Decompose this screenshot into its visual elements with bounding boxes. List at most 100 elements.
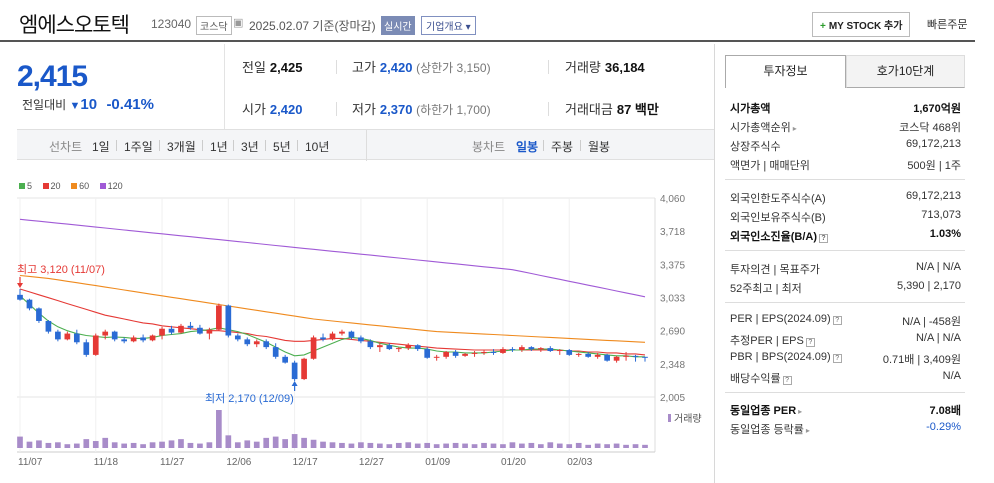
period-3m[interactable]: 3개월 — [167, 140, 196, 154]
stock-header: 엠에스오토텍 123040 코스닥 ▣ 2025.02.07 기준(장마감) 실… — [0, 0, 975, 42]
invest-label: 추정PER | EPS? — [730, 332, 815, 348]
volume-bar — [481, 442, 487, 448]
period-5y[interactable]: 5년 — [273, 140, 291, 154]
candle-body — [339, 331, 345, 334]
tab-quote-10[interactable]: 호가10단계 — [846, 55, 965, 88]
chevron-right-icon[interactable]: ▸ — [805, 426, 810, 435]
lower-limit: (하한가 1,700) — [416, 103, 491, 117]
volume-bar — [310, 439, 317, 448]
ma20-line — [19, 288, 646, 356]
volume-bar — [140, 444, 146, 448]
volume-bar — [102, 437, 109, 448]
x-tick-label: 11/07 — [18, 457, 43, 468]
stock-code: 123040 — [151, 17, 192, 31]
volume-bar — [36, 440, 42, 448]
invest-section: 투자의견 | 목표주가 N/A | N/A 52주최고 | 최저 5,390 | 2,… — [725, 251, 965, 303]
low-arrow-head — [291, 381, 298, 386]
stock-name: 엠에스오토텍 — [19, 14, 130, 37]
low: 저가 2,370 (하한가 1,700) — [352, 99, 491, 118]
help-icon[interactable]: ? — [832, 316, 842, 325]
x-tick-label: 12/06 — [226, 457, 251, 468]
volume-bar — [17, 436, 23, 448]
help-icon[interactable]: ? — [805, 338, 815, 347]
low-value: 2,370 — [379, 102, 413, 117]
realtime-button[interactable]: 실시간 — [381, 16, 415, 35]
candle-body — [216, 305, 222, 330]
base-date: 2025.02.07 기준(장마감) — [249, 19, 376, 33]
candle-body — [509, 349, 516, 351]
invest-value: N/A | N/A — [915, 261, 961, 273]
candle-body — [291, 362, 298, 380]
volume-bar — [339, 442, 345, 448]
x-tick-label: 11/18 — [94, 457, 119, 468]
ma60-line — [19, 274, 646, 343]
upper-limit: (상한가 3,150) — [416, 61, 491, 75]
quick-order-link[interactable]: 빠른주문 — [927, 19, 968, 31]
volume-bar — [471, 444, 478, 448]
candle-body — [433, 356, 440, 358]
invest-row: PBR | BPS(2024.09)? 0.71배 | 3,409원 — [725, 348, 965, 367]
candle-body — [73, 333, 80, 343]
volume-bar — [244, 440, 251, 448]
volume-bar — [613, 443, 620, 448]
volume-bar — [45, 442, 52, 448]
candle-body — [594, 354, 601, 357]
y-tick-label: 2,348 — [660, 360, 685, 371]
candle-monthly[interactable]: 월봉 — [588, 140, 611, 154]
help-icon[interactable]: ? — [819, 234, 828, 243]
volume: 거래량 36,184 — [565, 57, 645, 76]
period-1y[interactable]: 1년 — [210, 140, 228, 154]
x-tick-label: 01/09 — [425, 457, 450, 468]
candle-body — [36, 308, 42, 321]
company-info-dropdown[interactable]: 기업개요 ▾ — [421, 16, 476, 35]
divider — [159, 140, 160, 151]
invest-value: N/A — [942, 370, 961, 382]
market-badge: 코스닥 — [196, 16, 232, 35]
help-icon[interactable]: ? — [832, 354, 842, 363]
candle-body — [83, 342, 90, 355]
volume-bar — [509, 442, 516, 448]
volume-bar — [528, 442, 535, 448]
y-tick-label: 2,690 — [660, 327, 685, 338]
help-icon[interactable]: ? — [782, 376, 792, 385]
plus-icon: + — [820, 21, 826, 32]
period-1d[interactable]: 1일 — [92, 140, 110, 154]
chevron-right-icon[interactable]: ▸ — [798, 407, 803, 416]
divider — [202, 140, 203, 151]
candle-weekly[interactable]: 주봉 — [551, 140, 574, 154]
candle-body — [642, 356, 648, 358]
period-10y[interactable]: 10년 — [305, 140, 330, 154]
price-chart[interactable]: 4,060 3,718 3,375 3,033 2,690 2,348 2,005 11/07… — [0, 190, 714, 480]
volume-bar — [83, 439, 90, 448]
tab-invest-info[interactable]: 투자정보 — [725, 55, 846, 88]
candle-body — [64, 333, 71, 340]
candle-body — [471, 352, 478, 354]
invest-label: 시가총액 — [730, 103, 771, 115]
candle-body — [613, 356, 620, 361]
candle-body — [604, 354, 610, 361]
invest-label: 시가총액순위 ▸ — [730, 122, 797, 134]
volume-bar — [452, 442, 459, 448]
invest-value: 1,670억원 — [913, 103, 961, 115]
divider — [297, 140, 298, 151]
x-tick-label: 12/27 — [359, 457, 384, 468]
volume-bar — [575, 442, 582, 448]
amount-label: 거래대금 — [565, 102, 613, 117]
volume-bar — [632, 444, 639, 448]
volume-bar — [395, 442, 402, 448]
high-arrow-head — [17, 283, 23, 288]
candle-body — [632, 355, 639, 357]
invest-label: 동일업종 등락률 ▸ — [730, 424, 810, 436]
period-1w[interactable]: 1주일 — [124, 140, 153, 154]
chevron-right-icon[interactable]: ▸ — [792, 124, 797, 133]
invest-value: N/A | N/A — [915, 332, 961, 344]
candle-body — [121, 339, 128, 342]
candle-body — [414, 345, 421, 350]
invest-label: 상장주식수 — [730, 141, 781, 153]
invest-value: 69,172,213 — [905, 190, 961, 202]
my-stock-add-button[interactable]: + MY STOCK 추가 — [812, 12, 911, 37]
volume-bar — [282, 439, 288, 448]
change-percent: -0.41% — [106, 96, 154, 113]
period-3y[interactable]: 3년 — [241, 140, 259, 154]
candle-daily[interactable]: 일봉 — [516, 140, 539, 154]
